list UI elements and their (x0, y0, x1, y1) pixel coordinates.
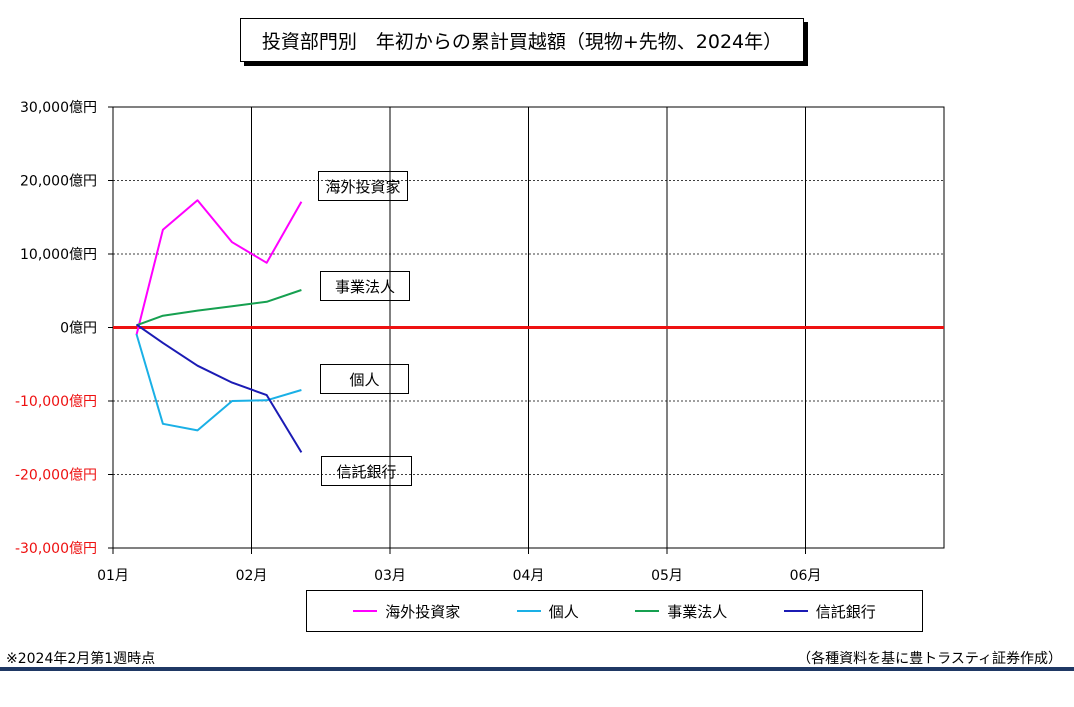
bottom-rule (0, 667, 1074, 671)
legend-label: 個人 (548, 602, 579, 621)
callout-trust-banks: 信託銀行 (321, 456, 412, 486)
chart-title: 投資部門別 年初からの累計買越額（現物+先物、2024年） (240, 18, 804, 62)
callout-foreign-investors: 海外投資家 (318, 171, 408, 201)
legend-item-corporations: 事業法人 (635, 601, 727, 622)
x-tick-label: 04月 (513, 568, 545, 584)
y-tick-label: -30,000億円 (15, 541, 97, 557)
y-tick-label: 10,000億円 (20, 247, 97, 263)
callout-corporations: 事業法人 (320, 271, 410, 301)
series-line-2 (136, 289, 302, 327)
y-tick-label: 30,000億円 (20, 100, 97, 116)
legend: 海外投資家 個人 事業法人 信託銀行 (306, 590, 923, 632)
legend-swatch (783, 610, 808, 612)
x-tick-label: 02月 (236, 568, 268, 584)
x-tick-label: 05月 (651, 568, 683, 584)
legend-item-individuals: 個人 (516, 601, 579, 622)
footnote: ※2024年2月第1週時点 (6, 651, 156, 667)
legend-label: 海外投資家 (385, 602, 461, 621)
y-tick-label: -10,000億円 (15, 394, 97, 410)
series-line-3 (135, 323, 303, 453)
series-line-1 (135, 333, 302, 432)
legend-swatch (353, 610, 378, 612)
legend-item-foreign-investors: 海外投資家 (353, 601, 460, 622)
y-tick-label: -20,000億円 (15, 468, 97, 484)
series-line-0 (135, 199, 303, 336)
x-tick-label: 01月 (97, 568, 129, 584)
callout-individuals: 個人 (320, 364, 409, 394)
y-tick-label: 20,000億円 (20, 174, 97, 190)
legend-label: 信託銀行 (815, 602, 876, 621)
x-tick-label: 06月 (790, 568, 822, 584)
legend-item-trust-banks: 信託銀行 (783, 601, 876, 622)
legend-label: 事業法人 (667, 602, 728, 621)
legend-swatch (516, 610, 541, 612)
y-tick-label: 0億円 (60, 321, 97, 337)
legend-swatch (635, 610, 660, 612)
source-note: （各種資料を基に豊トラスティ証券作成） (797, 651, 1062, 667)
x-tick-label: 03月 (374, 568, 406, 584)
